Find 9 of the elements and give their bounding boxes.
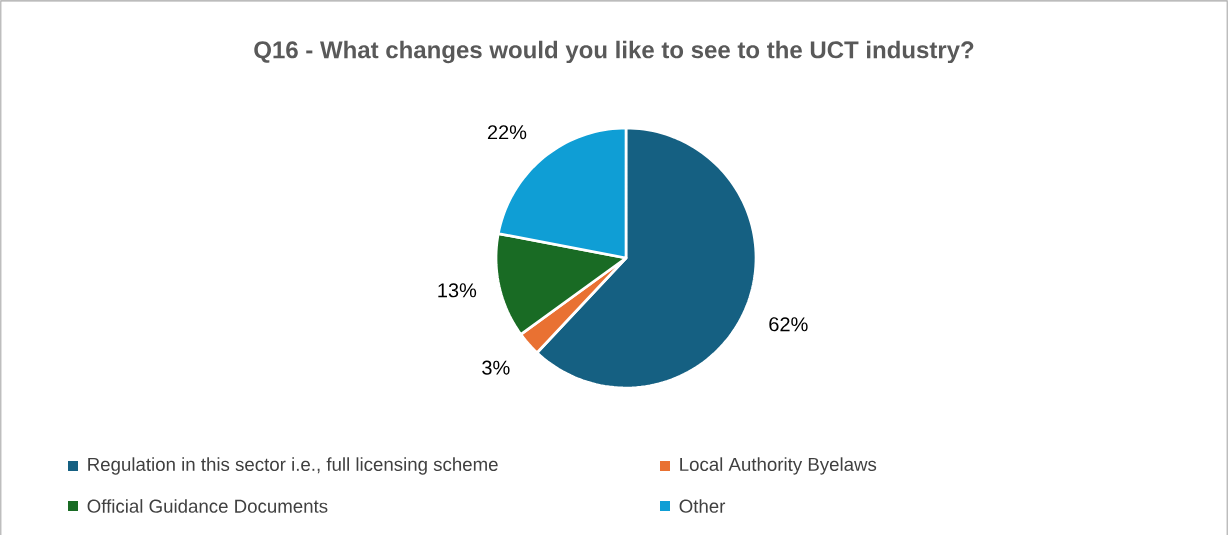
legend-label: Other — [679, 499, 726, 513]
data-label: 62% — [769, 317, 808, 332]
data-label: 22% — [487, 125, 527, 140]
legend-label: Local Authority Byelaws — [680, 457, 877, 475]
legend-label: Regulation in this sector i.e., full licensing scheme — [88, 457, 498, 475]
data-label: 13% — [438, 283, 477, 298]
legend-label: Official Guidance Documents — [87, 499, 328, 513]
data-label: 3% — [482, 360, 510, 375]
chart-title: Q16 - What changes would you like to see to the UCT industry? — [254, 40, 974, 64]
